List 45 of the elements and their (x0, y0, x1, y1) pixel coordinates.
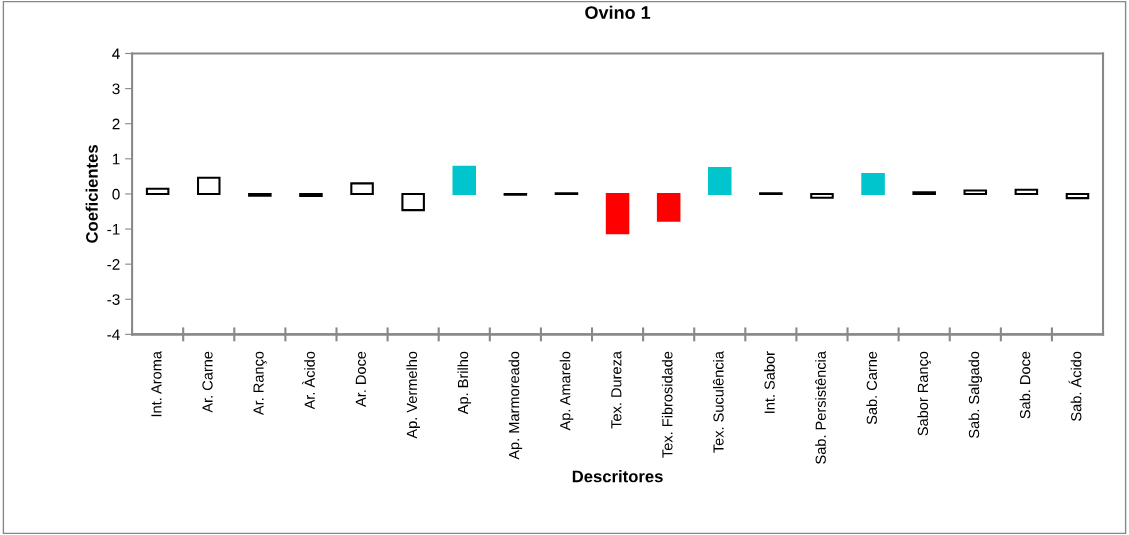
y-axis-title: Coeficientes (85, 145, 98, 243)
y-tick-label: -1 (107, 224, 120, 235)
bar (196, 176, 221, 195)
x-tick-label: Sab. Persistência (815, 351, 826, 464)
y-tick-label: 3 (112, 83, 120, 95)
bar (299, 192, 323, 198)
x-tick-label: Ap. Brilho (457, 351, 472, 415)
x-tick-label: Sabor Ranço (917, 351, 931, 436)
x-tick-label: Ar. Carne (202, 351, 213, 413)
bar (401, 192, 425, 212)
bar (708, 166, 732, 195)
x-tick-label: Sab. Salgado (968, 351, 983, 438)
x-tick-label: Tex. Dureza (611, 351, 622, 429)
bar (963, 189, 988, 195)
y-tick-label: 4 (112, 48, 120, 60)
x-tick-label: Ar. Àcido (302, 351, 315, 410)
x-tick-label: Sab. Carne (866, 351, 877, 425)
bar (1065, 192, 1090, 200)
y-tick-label: -4 (107, 329, 120, 340)
x-tick-label: Int. Aroma (151, 351, 162, 417)
x-tick-label: Ap. Amarelo (559, 351, 574, 431)
x-tick-label: Sab. Ácido (1068, 351, 1082, 421)
x-tick-label: Tex. Suculência (712, 351, 724, 453)
y-tick-label: 0 (112, 188, 120, 200)
x-tick-label: Ar. Ranço (253, 351, 267, 416)
chart-title: Ovino 1 (585, 5, 651, 19)
x-tick-label: Ap. Marmoreado (508, 351, 523, 460)
bar (350, 182, 374, 195)
x-tick-label: Tex. Fibrosidade (661, 351, 673, 458)
y-tick-label: 1 (112, 153, 120, 165)
bar (656, 192, 681, 222)
bar (1014, 188, 1039, 195)
x-axis-title: Descritores (572, 470, 663, 483)
y-tick-label: -3 (107, 294, 120, 305)
y-tick-label: 2 (112, 118, 120, 130)
x-tick-label: Int. Sabor (764, 351, 775, 413)
x-tick-label: Ap. Vermelho (406, 351, 420, 439)
x-tick-label: Ar. Doce (355, 351, 366, 407)
bar (810, 192, 834, 199)
bar (452, 165, 477, 195)
bar (605, 192, 630, 235)
bar (145, 187, 170, 195)
bar (861, 172, 885, 195)
x-tick-label: Sab. Doce (1019, 351, 1031, 419)
y-tick-label: -2 (107, 259, 120, 270)
